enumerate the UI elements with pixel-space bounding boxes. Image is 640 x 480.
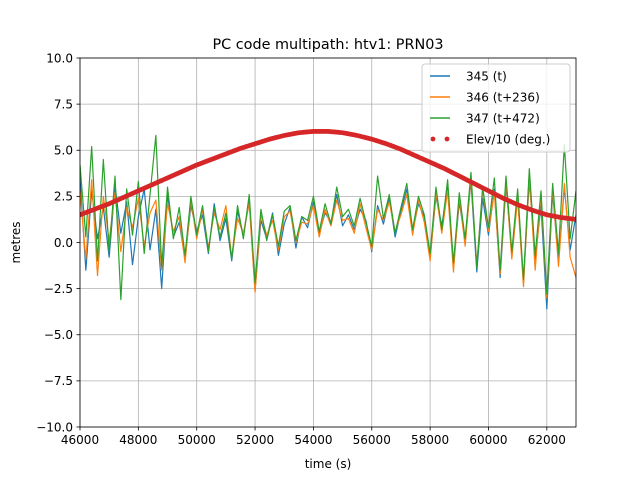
series-line-3 (80, 134, 576, 301)
y-tick-label: 5.0 (54, 144, 73, 158)
x-tick-label: 50000 (178, 433, 216, 447)
x-tick-label: 62000 (528, 433, 566, 447)
legend-item: 347 (t+472) (430, 111, 540, 125)
legend-item: Elev/10 (deg.) (430, 132, 550, 146)
y-tick-label: −5.0 (44, 328, 73, 342)
legend: 345 (t) 346 (t+236) 347 (t+472) Elev/10 (de… (421, 63, 571, 153)
legend-swatch-dot (444, 136, 450, 142)
legend-label: 345 (t) (466, 69, 507, 83)
legend-label: 346 (t+236) (466, 90, 540, 104)
y-tick-label: −2.5 (44, 282, 73, 296)
y-axis-ticks: −10.0 −7.5 −5.0 −2.5 0.0 2.5 5.0 7.5 10.0 (36, 51, 80, 434)
series-dots-4 (80, 129, 576, 222)
elevation-point (573, 217, 576, 222)
legend-item: 346 (t+236) (430, 90, 540, 104)
x-axis-label: time (s) (305, 457, 352, 471)
y-tick-label: 2.5 (54, 190, 73, 204)
x-tick-label: 56000 (353, 433, 391, 447)
x-axis-ticks: 46000 48000 50000 52000 54000 56000 58000 60000… (61, 427, 566, 447)
legend-item: 345 (t) (430, 69, 507, 83)
y-tick-label: −7.5 (44, 374, 73, 388)
series-layer (80, 129, 576, 310)
y-tick-label: 10.0 (46, 51, 73, 65)
y-tick-label: −10.0 (36, 420, 73, 434)
y-tick-label: 0.0 (54, 236, 73, 250)
legend-label: Elev/10 (deg.) (466, 132, 550, 146)
legend-label: 347 (t+472) (466, 111, 540, 125)
x-tick-label: 54000 (294, 433, 332, 447)
y-axis-label: metres (9, 221, 23, 263)
chart-title: PC code multipath: htv1: PRN03 (212, 37, 443, 53)
y-tick-label: 7.5 (54, 97, 73, 111)
x-tick-label: 60000 (469, 433, 507, 447)
legend-box (421, 63, 571, 153)
legend-swatch-dot (430, 136, 436, 142)
x-tick-label: 52000 (236, 433, 274, 447)
x-tick-label: 58000 (411, 433, 449, 447)
x-tick-label: 48000 (119, 433, 157, 447)
x-tick-label: 46000 (61, 433, 99, 447)
